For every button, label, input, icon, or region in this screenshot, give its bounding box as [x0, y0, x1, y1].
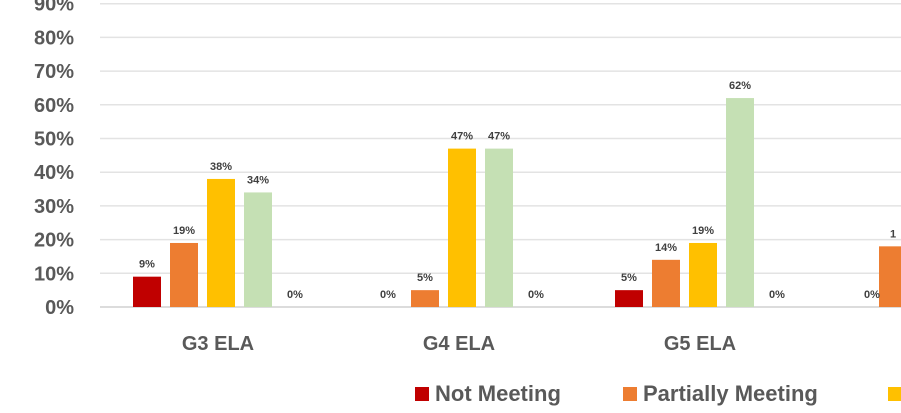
data-label: 5%: [417, 272, 433, 284]
bar: [207, 178, 235, 307]
bar: [448, 148, 476, 307]
legend-swatch: [623, 387, 637, 401]
bar: [133, 276, 161, 307]
data-label: 5%: [621, 272, 637, 284]
data-label: 0%: [528, 289, 544, 301]
bar: [411, 290, 439, 307]
data-label: 0%: [864, 289, 880, 301]
bar: [652, 259, 680, 307]
y-tick-label: 60%: [34, 95, 74, 117]
y-tick-label: 70%: [34, 61, 74, 83]
y-tick-label: 30%: [34, 196, 74, 218]
data-label: 0%: [769, 289, 785, 301]
legend-item: Not Meeting: [415, 381, 561, 406]
x-axis-categories: G3 ELA G4 ELA G5 ELA: [182, 333, 736, 355]
y-tick-label: 90%: [34, 0, 74, 16]
data-label: 19%: [692, 225, 714, 237]
bar: [689, 242, 717, 307]
y-tick-label: 20%: [34, 230, 74, 252]
y-axis-ticks: 0% 10% 20% 30% 40% 50% 60% 70% 80% 90%: [34, 0, 74, 319]
data-label: 0%: [287, 289, 303, 301]
legend-swatch: [888, 387, 901, 401]
legend-item: [888, 387, 901, 401]
data-label: 38%: [210, 161, 232, 173]
data-label: 47%: [488, 131, 510, 143]
data-label: 19%: [173, 225, 195, 237]
category-label: G4 ELA: [423, 333, 495, 355]
y-tick-label: 80%: [34, 27, 74, 49]
data-label: 9%: [139, 259, 155, 271]
data-label: 62%: [729, 80, 751, 92]
legend-label: Partially Meeting: [643, 381, 818, 406]
y-tick-label: 50%: [34, 129, 74, 151]
bar: [485, 148, 513, 307]
data-label: 14%: [655, 242, 677, 254]
legend: Not Meeting Partially Meeting: [415, 381, 901, 406]
bar: [879, 246, 901, 307]
bar: [244, 192, 272, 307]
bars: [133, 98, 901, 307]
data-labels: 9% 19% 38% 34% 0% 0% 5% 47% 47% 0% 5% 14% 19% 62% 0% 0%…: [139, 80, 896, 301]
bar: [615, 290, 643, 307]
legend-item: Partially Meeting: [623, 381, 818, 406]
data-label: 1: [890, 228, 896, 240]
category-label: G3 ELA: [182, 333, 254, 355]
y-tick-label: 0%: [45, 297, 74, 319]
legend-label: Not Meeting: [435, 381, 561, 406]
data-label: 47%: [451, 131, 473, 143]
data-label: 0%: [380, 289, 396, 301]
category-label: G5 ELA: [664, 333, 736, 355]
bar: [170, 242, 198, 307]
legend-swatch: [415, 387, 429, 401]
y-tick-label: 10%: [34, 263, 74, 285]
y-tick-label: 40%: [34, 162, 74, 184]
bar: [726, 98, 754, 307]
data-label: 34%: [247, 174, 269, 186]
